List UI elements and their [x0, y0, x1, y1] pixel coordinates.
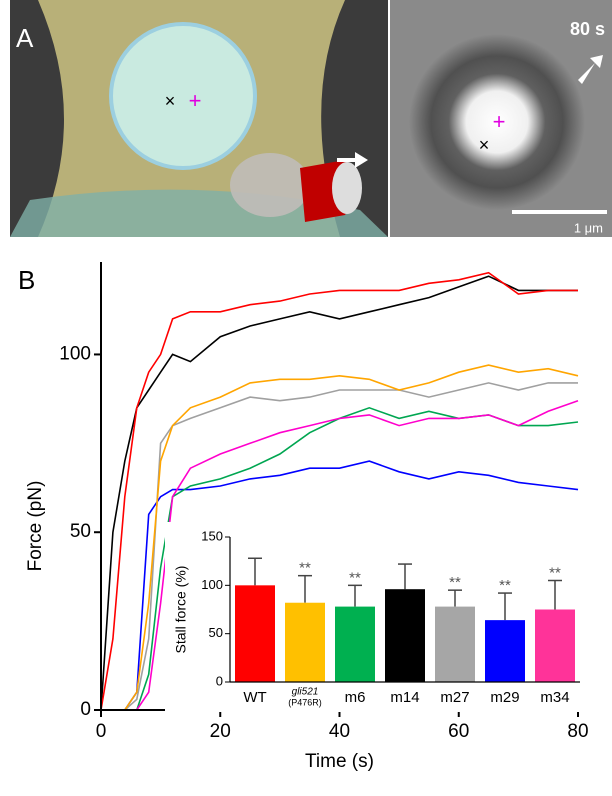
y-tick-label: 0	[216, 673, 223, 688]
bar	[285, 602, 325, 682]
panel-label: B	[18, 265, 35, 295]
x-tick-label: 80	[567, 721, 588, 742]
x-tick-sublabel: (P476R)	[288, 697, 322, 707]
panel-a-right: × + 80 s 1 μm	[390, 0, 612, 237]
svg-text:+: +	[189, 88, 202, 113]
bar	[385, 589, 425, 682]
force-trace	[101, 382, 578, 711]
y-tick-label: 0	[80, 699, 91, 720]
charts: 0 50 100 0 20 40 60 80 Time (s) Force (pN) B WT ** gl…	[18, 262, 589, 772]
panel-label: A	[16, 23, 34, 53]
x-tick-label: m34	[540, 689, 569, 706]
significance: **	[499, 577, 511, 594]
force-trace	[101, 399, 579, 711]
bar	[335, 606, 375, 682]
x-tick-label: m29	[490, 689, 519, 706]
panel-a-left: × + A	[10, 0, 388, 237]
y-tick-label: 50	[209, 625, 223, 640]
x-tick-label: 20	[210, 721, 231, 742]
bar	[435, 606, 475, 682]
force-trace	[100, 275, 578, 711]
svg-text:×: ×	[479, 135, 490, 155]
y-axis-label: Force (pN)	[25, 481, 46, 572]
x-tick-label: WT	[243, 689, 266, 706]
bar	[535, 609, 575, 682]
force-trace	[101, 364, 579, 711]
x-axis-label: Time (s)	[305, 751, 374, 772]
svg-text:+: +	[493, 109, 506, 134]
y-tick-label: 100	[201, 577, 223, 592]
bar	[485, 620, 525, 682]
svg-text:×: ×	[165, 91, 176, 111]
x-tick-label: m14	[390, 689, 419, 706]
y-axis-label: Stall force (%)	[173, 566, 189, 654]
significance: **	[549, 564, 561, 581]
y-tick-label: 150	[201, 528, 223, 543]
x-tick-label: 40	[329, 721, 350, 742]
time-label: 80 s	[570, 19, 605, 39]
significance: **	[299, 560, 311, 577]
y-tick-label: 50	[70, 521, 91, 542]
x-tick-label: 0	[96, 721, 107, 742]
x-tick-label: m27	[440, 689, 469, 706]
y-tick-label: 100	[59, 343, 91, 364]
force-trace	[100, 271, 578, 711]
inset-background	[165, 522, 587, 712]
scale-label: 1 μm	[574, 220, 603, 235]
significance: **	[349, 569, 361, 586]
x-tick-label: 60	[448, 721, 469, 742]
bar	[235, 585, 275, 682]
significance: **	[449, 574, 461, 591]
force-trace	[101, 460, 579, 711]
x-tick-label: m6	[345, 689, 366, 706]
x-tick-label: gli521	[292, 687, 319, 698]
